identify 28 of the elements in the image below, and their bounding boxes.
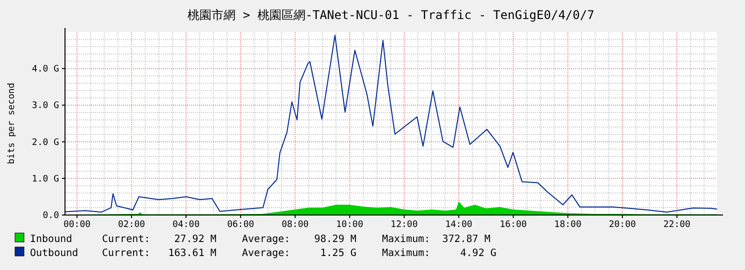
line-series — [64, 34, 718, 213]
y-tick-label: 0.0 — [42, 211, 59, 221]
x-tick-label: 08:00 — [282, 220, 309, 230]
x-tick-label: 00:00 — [63, 220, 91, 230]
text: Current: 27.92 M — [102, 234, 216, 245]
x-tick-label: 16:00 — [500, 220, 527, 230]
text: Average: 98.29 M — [242, 234, 356, 245]
text: Maximum: 372.87 M — [382, 234, 490, 245]
y-tick-label: 2.0 G — [32, 138, 59, 148]
x-tick-label: 18:00 — [554, 220, 582, 230]
x-tick-label: 12:00 — [390, 220, 418, 230]
y-tick-label: 1.0 G — [32, 174, 59, 184]
y-tick-label: 3.0 G — [32, 101, 59, 112]
x-tick-label: 14:00 — [445, 220, 472, 230]
x-tick-label: 06:00 — [227, 220, 254, 230]
y-tick-label: 4.0 G — [32, 64, 59, 75]
x-tick-label: 20:00 — [608, 220, 636, 230]
text: Current: 163.61 M — [102, 248, 216, 259]
x-tick-label: 22:00 — [663, 220, 690, 230]
x-tick-label: 04:00 — [172, 220, 200, 230]
legend-label: Inbound — [30, 234, 72, 245]
x-tick-label: 02:00 — [118, 220, 146, 230]
text: Maximum: 4.92 G — [382, 248, 496, 259]
legend-label: Outbound — [30, 248, 78, 259]
text: Average: 1.25 G — [242, 248, 356, 259]
y-axis-title: bits per second — [7, 82, 17, 164]
chart-title: 桃園市網 > 桃園區網-TANet-NCU-01 - Traffic - TenGigE0/4/0/7 — [188, 8, 594, 22]
x-tick-label: 10:00 — [336, 220, 364, 230]
